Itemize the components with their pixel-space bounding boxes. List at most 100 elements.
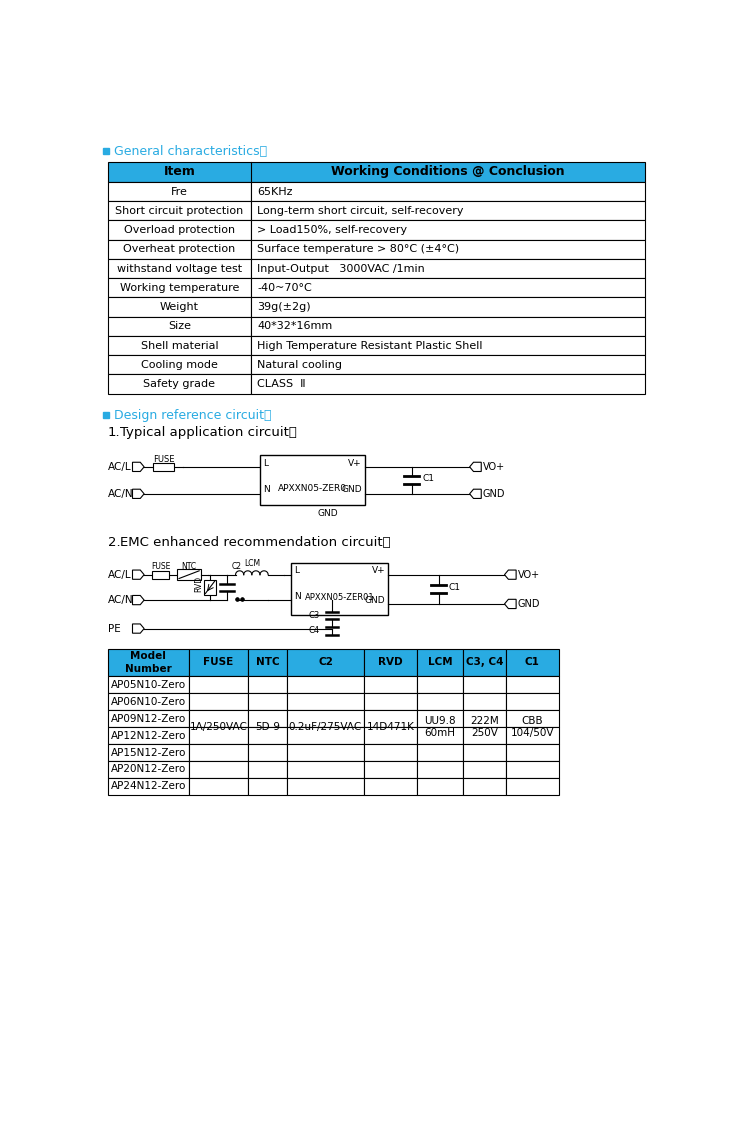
Bar [108, 297, 251, 317]
Bar [464, 727, 506, 744]
Bar [108, 676, 189, 693]
Text: LCM: LCM [244, 559, 260, 568]
Bar [248, 649, 286, 676]
Text: Item: Item [164, 165, 195, 179]
Bar [417, 693, 464, 710]
Text: 1.: 1. [108, 425, 120, 439]
Bar [251, 220, 645, 240]
Text: C4: C4 [308, 627, 320, 636]
Bar [251, 336, 645, 356]
Polygon shape [470, 489, 482, 498]
Bar [364, 744, 417, 760]
Bar [251, 201, 645, 221]
Text: AP06N10-Zero: AP06N10-Zero [111, 696, 186, 706]
Text: AC/N: AC/N [108, 595, 134, 605]
Bar [506, 710, 559, 727]
Text: 39g(±2g): 39g(±2g) [257, 303, 311, 312]
Text: GND: GND [364, 595, 386, 604]
Polygon shape [133, 489, 144, 498]
Text: Surface temperature > 80°C (±4°C): Surface temperature > 80°C (±4°C) [257, 244, 460, 254]
Text: L: L [295, 566, 299, 575]
Bar [464, 693, 506, 710]
Bar [189, 649, 248, 676]
Text: Overload protection: Overload protection [124, 225, 235, 235]
Bar [108, 778, 189, 795]
Text: C1: C1 [525, 657, 540, 667]
Text: C1: C1 [448, 583, 460, 592]
Bar [189, 693, 248, 710]
Text: Size: Size [168, 322, 191, 332]
Text: AP12N12-Zero: AP12N12-Zero [111, 730, 186, 740]
Bar [189, 727, 248, 744]
Text: AP05N10-Zero: AP05N10-Zero [111, 680, 186, 690]
Text: C2: C2 [318, 657, 333, 667]
Bar [189, 744, 248, 760]
Text: C3, C4: C3, C4 [466, 657, 503, 667]
Text: 40*32*16mm: 40*32*16mm [257, 322, 332, 332]
Bar [103, 412, 110, 418]
Text: Short circuit protection: Short circuit protection [116, 206, 244, 216]
Text: FUSE: FUSE [151, 562, 170, 572]
Bar [364, 693, 417, 710]
Bar [291, 564, 388, 615]
Text: AP24N12-Zero: AP24N12-Zero [111, 782, 186, 791]
Text: High Temperature Resistant Plastic Shell: High Temperature Resistant Plastic Shell [257, 341, 483, 351]
Text: RVD: RVD [195, 576, 204, 593]
Bar [248, 693, 286, 710]
Bar [251, 356, 645, 375]
Bar [189, 710, 248, 727]
Bar [108, 710, 189, 727]
Bar [464, 744, 506, 760]
Bar [506, 727, 559, 744]
Text: -40~70°C: -40~70°C [257, 282, 312, 292]
Text: Model
Number: Model Number [125, 651, 172, 674]
Text: GND: GND [318, 508, 338, 518]
Text: withstand voltage test: withstand voltage test [117, 263, 242, 273]
Bar [417, 760, 464, 778]
Text: Long-term short circuit, self-recovery: Long-term short circuit, self-recovery [257, 206, 464, 216]
Text: UU9.8
60mH: UU9.8 60mH [424, 716, 456, 738]
Bar [464, 710, 506, 727]
Bar [103, 148, 110, 154]
Bar [108, 744, 189, 760]
Text: C2: C2 [231, 562, 242, 572]
Text: NTC: NTC [256, 657, 279, 667]
Bar [108, 336, 251, 356]
Text: C1: C1 [422, 475, 434, 484]
Bar [286, 778, 364, 795]
Bar [108, 240, 251, 259]
Bar [108, 375, 251, 394]
Bar [178, 569, 201, 580]
Text: FUSE: FUSE [203, 657, 234, 667]
Polygon shape [133, 595, 144, 605]
Bar [464, 676, 506, 693]
Text: GND: GND [483, 489, 506, 498]
Text: V+: V+ [371, 566, 386, 575]
Bar [364, 727, 417, 744]
Bar [251, 375, 645, 394]
Bar [152, 570, 170, 578]
Text: Weight: Weight [160, 303, 199, 312]
Bar [108, 220, 251, 240]
Bar [286, 727, 364, 744]
Bar [108, 259, 251, 278]
Polygon shape [133, 624, 144, 633]
Text: 222M
250V: 222M 250V [470, 716, 499, 738]
Text: Overheat protection: Overheat protection [123, 244, 236, 254]
Bar [108, 317, 251, 336]
Bar [286, 649, 364, 676]
Bar [464, 778, 506, 795]
Text: GND: GND [518, 598, 540, 609]
Bar [417, 727, 464, 744]
Text: CBB
104/50V: CBB 104/50V [511, 716, 554, 738]
Bar [108, 201, 251, 221]
Polygon shape [470, 462, 482, 471]
Text: > Load150%, self-recovery: > Load150%, self-recovery [257, 225, 407, 235]
Bar [506, 744, 559, 760]
Text: AC/L: AC/L [108, 569, 131, 579]
Text: APXXN05-ZER01: APXXN05-ZER01 [305, 593, 375, 602]
Bar [189, 778, 248, 795]
Text: FUSE: FUSE [153, 455, 174, 464]
Text: 65KHz: 65KHz [257, 187, 292, 197]
Bar [417, 710, 464, 727]
